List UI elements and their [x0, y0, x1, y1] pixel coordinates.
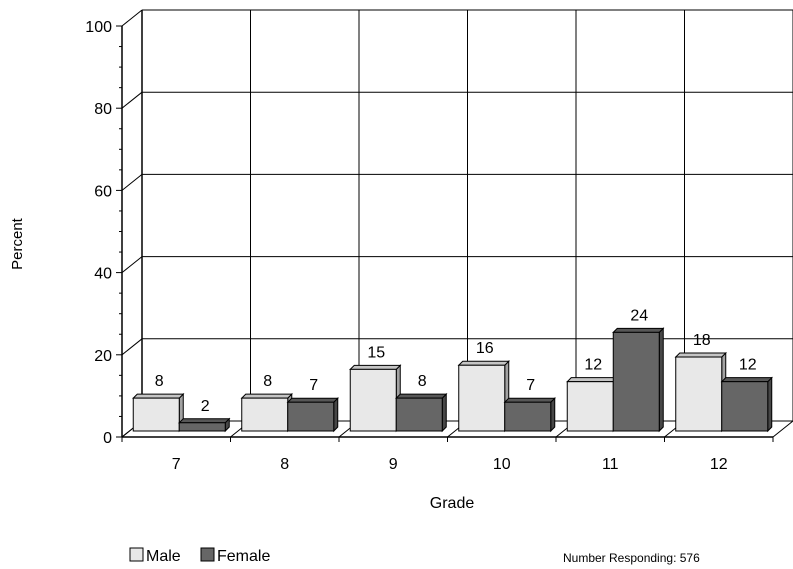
data-label: 15 — [367, 344, 385, 361]
gridline-side — [121, 174, 143, 191]
bar-female-grade-12-top — [720, 377, 773, 383]
axes: 0 20 40 60 80 100 7 8 9 10 11 12 — [85, 10, 774, 473]
bar-female-grade-10-top — [503, 397, 556, 403]
data-label: 18 — [693, 332, 711, 349]
data-label: 12 — [739, 357, 757, 374]
data-label: 7 — [526, 377, 535, 394]
bar-female-grade-9-top — [395, 393, 448, 399]
x-tick-label: 12 — [710, 456, 728, 473]
gridline-side — [121, 9, 143, 27]
x-tick-label: 11 — [602, 456, 619, 473]
gridline-side — [121, 256, 143, 273]
y-tick-label: 100 — [85, 19, 112, 36]
bar-male-grade-8-top — [240, 393, 293, 399]
bar-female-grade-9-side — [441, 392, 447, 433]
floor-line — [772, 420, 793, 438]
bar-male-grade-9-top — [349, 364, 402, 370]
bar-female-grade-10 — [504, 401, 552, 432]
bar-female-grade-10-side — [550, 397, 556, 433]
bar-male-grade-7-top — [132, 393, 185, 399]
bar-female-grade-11 — [612, 331, 660, 432]
y-tick-label: 40 — [94, 266, 112, 283]
legend: Male Female — [129, 547, 270, 565]
y-tick-label: 80 — [94, 101, 112, 118]
bar-female-grade-8-top — [286, 397, 339, 403]
labels: 8 2 8 7 15 8 16 7 12 24 18 12 — [155, 307, 757, 414]
data-label: 8 — [155, 373, 164, 390]
data-label: 8 — [418, 373, 427, 390]
x-tick-label: 9 — [389, 456, 398, 473]
bar-male-grade-10 — [458, 364, 506, 432]
bar-male-grade-9 — [349, 368, 397, 432]
bar-female-grade-9 — [395, 397, 443, 432]
x-tick-label: 7 — [172, 456, 181, 473]
y-axis-title: Percent — [9, 217, 26, 270]
bar-male-grade-11 — [566, 381, 614, 432]
bar-male-grade-10-top — [457, 360, 510, 366]
legend-swatch-male — [129, 547, 144, 562]
gridline-side — [121, 338, 143, 356]
bar-female-grade-8 — [287, 401, 335, 432]
legend-label-male: Male — [146, 548, 181, 565]
y-tick-label: 60 — [94, 183, 112, 200]
bar-male-grade-12-top — [674, 352, 727, 358]
bar-female-grade-7-top — [178, 418, 231, 424]
y-tick-label: 0 — [103, 430, 112, 447]
data-label: 16 — [476, 340, 494, 357]
bar-male-grade-11-top — [566, 377, 619, 383]
number-responding-note: Number Responding: 576 — [563, 551, 700, 565]
bars — [132, 327, 773, 433]
data-label: 7 — [309, 377, 318, 394]
legend-swatch-female — [200, 547, 215, 562]
legend-label-female: Female — [217, 548, 270, 565]
bar-female-grade-12-side — [767, 376, 773, 433]
bar-male-grade-8 — [241, 397, 289, 432]
x-tick-label: 10 — [493, 456, 511, 473]
data-label: 24 — [630, 307, 648, 324]
x-axis-title: Grade — [430, 495, 475, 512]
bar-female-grade-11-top — [612, 327, 665, 333]
data-label: 2 — [201, 398, 210, 415]
bar-female-grade-12 — [721, 381, 769, 432]
y-tick-label: 20 — [94, 348, 112, 365]
bar-male-grade-12 — [675, 356, 723, 432]
data-label: 12 — [584, 357, 602, 374]
bar-female-grade-7 — [178, 422, 226, 432]
bar-female-grade-11-side — [658, 327, 664, 433]
x-tick-label: 8 — [280, 456, 289, 473]
data-label: 8 — [263, 373, 272, 390]
gridline-side — [121, 91, 143, 109]
bar-female-grade-8-side — [333, 397, 339, 433]
bar-male-grade-7 — [132, 397, 180, 432]
